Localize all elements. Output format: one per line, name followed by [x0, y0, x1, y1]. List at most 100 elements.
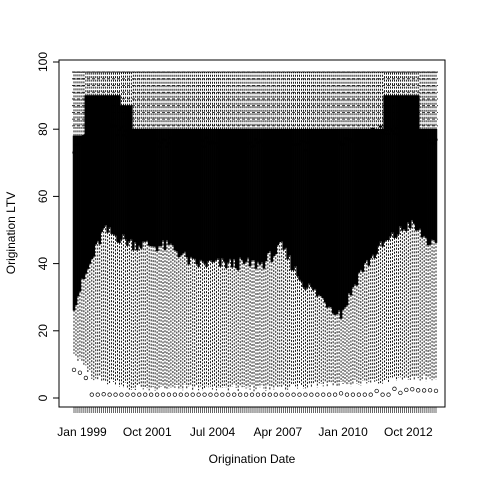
box-body — [178, 129, 180, 257]
outlier-point — [72, 368, 76, 372]
outlier-point — [268, 393, 272, 397]
outlier-point — [422, 389, 426, 393]
box-body — [378, 129, 380, 245]
outlier-point — [256, 393, 260, 397]
y-tick-label: 100 — [36, 52, 50, 72]
outlier-point — [120, 393, 124, 397]
outlier-point — [405, 388, 409, 392]
outlier-point — [310, 393, 314, 397]
box-body — [376, 129, 378, 253]
y-axis: 0 20 40 60 80 100 — [36, 52, 59, 402]
x-tick-label: Jan 1999 — [57, 425, 107, 439]
outlier-point — [298, 393, 302, 397]
outlier-point — [114, 393, 118, 397]
outlier-point — [244, 393, 248, 397]
box-body — [180, 129, 182, 255]
x-tick-label: Jul 2004 — [190, 425, 236, 439]
outlier-point — [149, 393, 153, 397]
outlier-point — [351, 393, 355, 397]
box-body — [170, 129, 172, 243]
outlier-point — [274, 393, 278, 397]
outlier-point — [387, 393, 391, 397]
outlier-point — [286, 393, 290, 397]
outlier-point — [345, 393, 349, 397]
x-tick-label: Jan 2010 — [318, 425, 368, 439]
x-tick-label: Apr 2007 — [253, 425, 302, 439]
outlier-point — [250, 393, 254, 397]
box-body — [435, 129, 437, 242]
outlier-point — [339, 392, 343, 396]
outlier-point — [238, 393, 242, 397]
outlier-point — [137, 393, 141, 397]
box-body — [382, 129, 384, 246]
outlier-point — [221, 393, 225, 397]
box-body — [174, 129, 176, 250]
outlier-point — [316, 393, 320, 397]
outlier-point — [304, 393, 308, 397]
outlier-point — [84, 376, 88, 380]
outlier-point — [428, 388, 432, 392]
x-tick-label: Oct 2001 — [123, 425, 172, 439]
outlier-point — [215, 393, 219, 397]
outlier-point — [416, 389, 420, 393]
box-body — [172, 129, 174, 245]
outlier-point — [161, 393, 165, 397]
outlier-point — [292, 393, 296, 397]
outlier-point — [363, 393, 367, 397]
outlier-point — [185, 393, 189, 397]
y-tick-label: 40 — [36, 257, 50, 271]
box-body — [190, 129, 192, 256]
x-axis-title: Origination Date — [209, 452, 296, 466]
outlier-point — [327, 393, 331, 397]
outlier-point — [209, 393, 213, 397]
outlier-point — [381, 393, 385, 397]
box-body — [399, 96, 401, 226]
plot-content — [72, 72, 438, 396]
outlier-point — [126, 393, 130, 397]
outlier-point — [179, 393, 183, 397]
outlier-point — [197, 393, 201, 397]
box-body — [192, 129, 194, 258]
outlier-point — [155, 393, 159, 397]
box-body — [182, 129, 184, 253]
outlier-point — [410, 387, 414, 391]
box-body — [407, 96, 409, 222]
outlier-point — [280, 393, 284, 397]
box-body — [194, 129, 196, 258]
outlier-point — [393, 387, 397, 391]
box-body — [200, 129, 202, 259]
outlier-point — [167, 393, 171, 397]
outlier-point — [232, 393, 236, 397]
outlier-point — [375, 389, 379, 393]
outlier-point — [226, 393, 230, 397]
y-tick-label: 20 — [36, 324, 50, 338]
outlier-point — [369, 393, 373, 397]
x-tick-label: Oct 2012 — [384, 425, 433, 439]
box-body — [168, 129, 170, 244]
outlier-point — [102, 392, 106, 396]
box-body — [413, 96, 415, 224]
outlier-point — [90, 393, 94, 397]
box-body — [202, 129, 204, 261]
outlier-point — [143, 393, 147, 397]
y-tick-label: 0 — [36, 394, 50, 401]
outlier-point — [434, 389, 438, 393]
outlier-point — [96, 393, 100, 397]
outlier-point — [191, 393, 195, 397]
box-body — [431, 129, 433, 239]
outlier-point — [78, 371, 82, 375]
box-body — [162, 129, 164, 240]
outlier-point — [333, 393, 337, 397]
outlier-point — [357, 393, 361, 397]
outlier-point — [321, 393, 325, 397]
outlier-point — [173, 393, 177, 397]
box-body — [380, 129, 382, 241]
box-body — [289, 129, 291, 255]
box-body — [253, 129, 255, 260]
outlier-point — [262, 393, 266, 397]
y-tick-label: 60 — [36, 189, 50, 203]
box-body — [176, 129, 178, 251]
outlier-point — [132, 393, 136, 397]
outlier-point — [108, 393, 112, 397]
